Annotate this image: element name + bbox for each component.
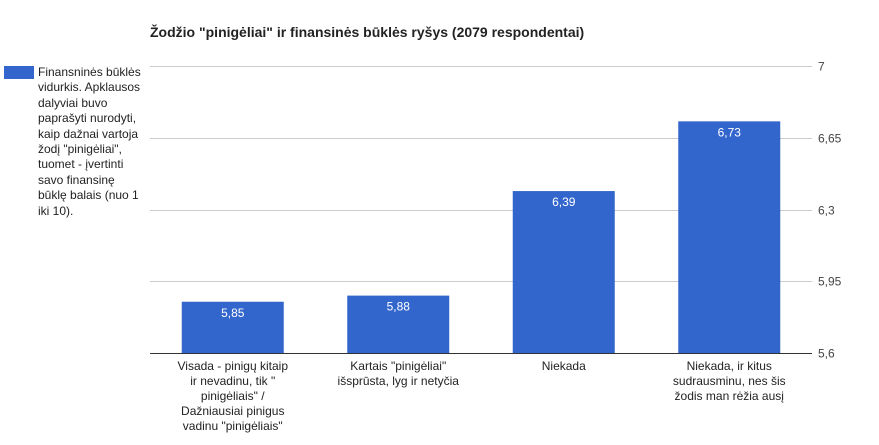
bar: [181, 301, 284, 353]
category-label: Niekada: [542, 359, 586, 373]
bar: [347, 295, 450, 353]
legend-swatch: [4, 66, 34, 79]
y-tick-label: 5,95: [818, 275, 842, 289]
data-label: 6,39: [552, 195, 576, 209]
legend-entry-label: Finansninės būklės vidurkis. Apklausos d…: [38, 65, 141, 218]
y-tick-label: 7: [818, 60, 825, 74]
y-tick-label: 5,6: [818, 347, 835, 361]
chart-title: Žodžio "pinigėliai" ir finansinės būklės…: [150, 24, 585, 40]
category-label: Kartais "pinigėliai" išsprūsta, lyg ir ne…: [338, 359, 460, 388]
bar: [512, 191, 615, 353]
data-label: 6,73: [718, 125, 742, 139]
category-label: Visada - pinigų kitaip ir nevadinu, tik "…: [177, 359, 288, 433]
y-tick-label: 6,65: [818, 132, 842, 146]
data-label: 5,85: [221, 306, 245, 320]
bar: [678, 121, 781, 353]
data-label: 5,88: [387, 300, 411, 314]
y-tick-label: 6,3: [818, 204, 835, 218]
category-label: Niekada, ir kitus sudrausminu, nes šis žod…: [673, 359, 786, 403]
